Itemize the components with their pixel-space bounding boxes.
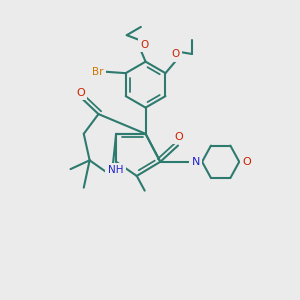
Text: O: O [76,88,85,98]
Text: N: N [191,157,200,167]
Text: NH: NH [108,165,123,175]
Text: O: O [242,157,251,167]
Text: O: O [171,49,179,59]
Text: O: O [140,40,148,50]
Text: O: O [174,132,183,142]
Text: Br: Br [92,67,104,77]
